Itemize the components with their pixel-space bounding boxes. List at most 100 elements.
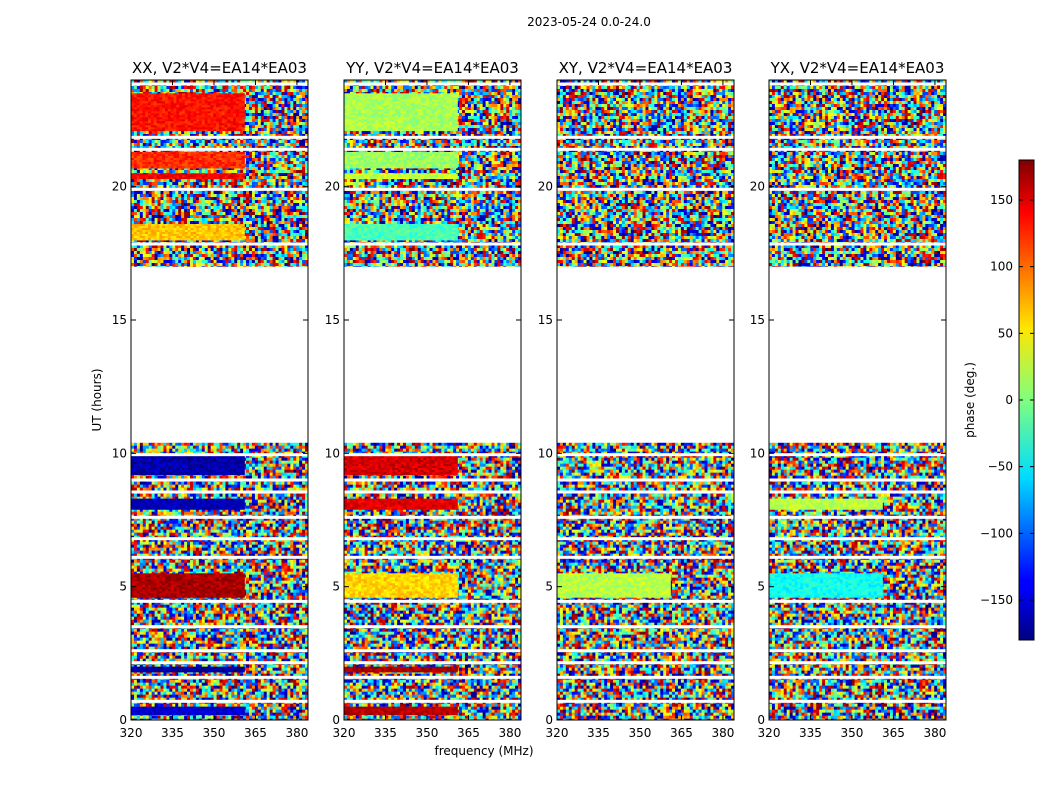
y-tick-label: 20 [538, 180, 553, 194]
coherent-phase-band [344, 93, 458, 131]
flag-gap [131, 491, 308, 494]
flag-gap [557, 700, 734, 703]
flag-gap [769, 136, 946, 139]
y-tick-label: 10 [538, 446, 553, 460]
flag-gap [769, 188, 946, 191]
flag-gap [769, 491, 946, 494]
y-tick-label: 15 [112, 313, 127, 327]
x-tick-label: 350 [629, 726, 652, 740]
flag-gap [769, 625, 946, 628]
panel-title: YX, V2*V4=EA14*EA03 [770, 59, 945, 77]
x-axis-label: frequency (MHz) [434, 744, 533, 758]
y-tick-label: 10 [112, 446, 127, 460]
flag-gap [769, 556, 946, 559]
flag-gap [557, 491, 734, 494]
flag-gap [344, 83, 521, 86]
coherent-phase-band [344, 173, 458, 179]
coherent-phase-band [131, 93, 245, 131]
panel-title: YY, V2*V4=EA14*EA03 [345, 59, 519, 77]
flag-gap [557, 148, 734, 151]
flag-gap [769, 676, 946, 679]
flag-gap [344, 136, 521, 139]
panel-title: XY, V2*V4=EA14*EA03 [559, 59, 733, 77]
x-tick-label: 350 [416, 726, 439, 740]
x-tick-label: 320 [333, 726, 356, 740]
coherent-phase-band [131, 224, 245, 240]
flag-gap [131, 537, 308, 540]
flag-gap [344, 188, 521, 191]
flag-gap [131, 243, 308, 246]
flagged-region [769, 267, 946, 443]
y-tick-label: 10 [325, 446, 340, 460]
flag-gap [557, 661, 734, 664]
flag-gap [344, 491, 521, 494]
y-tick-label: 0 [757, 713, 765, 727]
flag-gap [769, 537, 946, 540]
flag-gap [131, 188, 308, 191]
flag-gap [344, 649, 521, 652]
coherent-phase-band [769, 573, 883, 597]
flag-gap [344, 243, 521, 246]
x-tick-label: 335 [799, 726, 822, 740]
coherent-phase-band [131, 707, 245, 715]
flag-gap [557, 600, 734, 603]
x-tick-label: 350 [841, 726, 864, 740]
flag-gap [131, 700, 308, 703]
flag-gap [344, 148, 521, 151]
x-tick-label: 365 [457, 726, 480, 740]
x-tick-label: 320 [120, 726, 143, 740]
y-tick-label: 0 [545, 713, 553, 727]
colorbar-tick-label: 150 [990, 193, 1013, 207]
flag-gap [557, 479, 734, 482]
flag-gap [344, 661, 521, 664]
coherent-phase-band [131, 173, 245, 179]
coherent-phase-band [131, 152, 245, 168]
flag-gap [131, 676, 308, 679]
y-tick-label: 10 [750, 446, 765, 460]
coherent-phase-band [344, 667, 458, 673]
coherent-phase-band [131, 573, 245, 597]
flag-gap [557, 453, 734, 456]
coherent-phase-band [344, 499, 458, 510]
y-tick-label: 5 [757, 580, 765, 594]
x-tick-label: 335 [587, 726, 610, 740]
x-tick-label: 320 [758, 726, 781, 740]
x-tick-label: 380 [923, 726, 946, 740]
flag-gap [344, 537, 521, 540]
y-tick-label: 0 [119, 713, 127, 727]
x-tick-label: 380 [498, 726, 521, 740]
flag-gap [769, 700, 946, 703]
coherent-phase-band [344, 152, 458, 168]
flag-gap [769, 516, 946, 519]
flag-gap [557, 676, 734, 679]
y-tick-label: 0 [332, 713, 340, 727]
flag-gap [131, 649, 308, 652]
flagged-region [344, 267, 521, 443]
flag-gap [769, 661, 946, 664]
flagged-region [557, 267, 734, 443]
coherent-phase-band [131, 456, 245, 475]
flag-gap [131, 479, 308, 482]
figure: 2023-05-24 0.0-24.0 XX, V2*V4=EA14*EA033… [0, 0, 1050, 800]
flag-gap [344, 479, 521, 482]
flag-gap [557, 83, 734, 86]
flag-gap [131, 453, 308, 456]
flag-gap [344, 676, 521, 679]
flag-gap [769, 479, 946, 482]
flag-gap [131, 600, 308, 603]
coherent-phase-band [131, 499, 245, 510]
y-tick-label: 5 [545, 580, 553, 594]
y-tick-label: 20 [750, 180, 765, 194]
flag-gap [131, 148, 308, 151]
coherent-phase-band [344, 456, 458, 475]
coherent-phase-band [344, 707, 458, 715]
coherent-phase-band [344, 224, 458, 240]
flag-gap [131, 556, 308, 559]
flag-gap [557, 188, 734, 191]
x-tick-label: 380 [711, 726, 734, 740]
flag-gap [557, 537, 734, 540]
